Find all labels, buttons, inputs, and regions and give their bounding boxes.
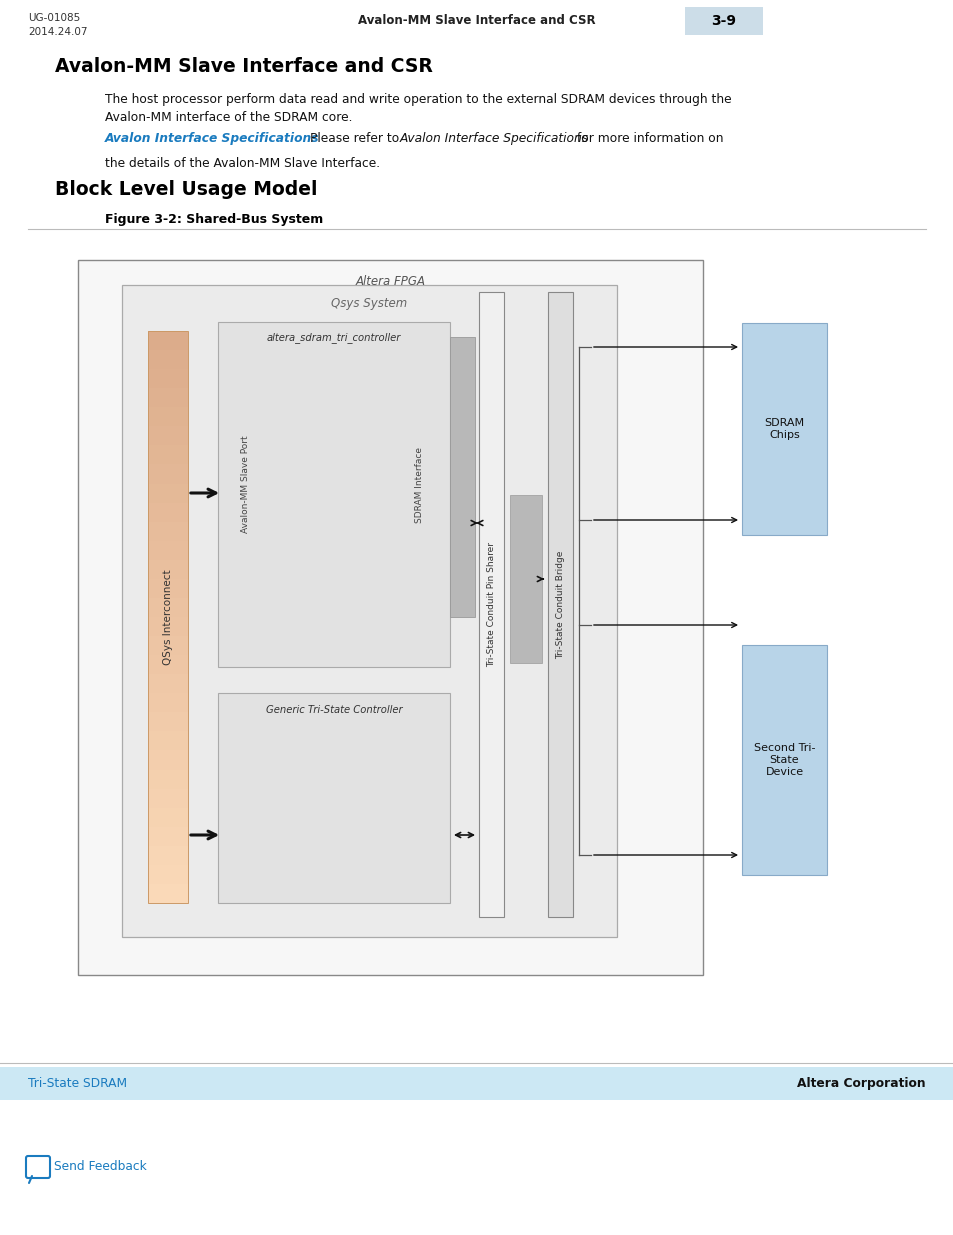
- Text: Please refer to: Please refer to: [310, 132, 402, 144]
- Text: for more information on: for more information on: [572, 132, 722, 144]
- Bar: [148, 408, 188, 426]
- FancyBboxPatch shape: [684, 7, 762, 35]
- Bar: [148, 769, 188, 789]
- Text: 3-9: 3-9: [711, 14, 736, 28]
- Text: Qsys System: Qsys System: [331, 296, 407, 310]
- FancyBboxPatch shape: [741, 645, 826, 876]
- Text: Avalon-MM Slave Interface and CSR: Avalon-MM Slave Interface and CSR: [357, 14, 596, 26]
- Bar: [148, 618, 188, 636]
- Bar: [148, 884, 188, 903]
- Text: altera_sdram_tri_controller: altera_sdram_tri_controller: [267, 332, 401, 343]
- Bar: [148, 464, 188, 484]
- Text: Second Tri-
State
Device: Second Tri- State Device: [753, 743, 815, 777]
- Bar: [148, 693, 188, 713]
- FancyBboxPatch shape: [0, 1067, 953, 1100]
- FancyBboxPatch shape: [547, 291, 573, 918]
- Text: The host processor perform data read and write operation to the external SDRAM d: The host processor perform data read and…: [105, 93, 731, 124]
- Text: Figure 3-2: Shared-Bus System: Figure 3-2: Shared-Bus System: [105, 212, 323, 226]
- Bar: [148, 369, 188, 388]
- Bar: [148, 713, 188, 731]
- FancyBboxPatch shape: [478, 291, 503, 918]
- Bar: [148, 655, 188, 674]
- Bar: [148, 446, 188, 464]
- Bar: [148, 541, 188, 559]
- Bar: [148, 350, 188, 369]
- FancyBboxPatch shape: [218, 693, 450, 903]
- Bar: [148, 864, 188, 884]
- Text: the details of the Avalon-MM Slave Interface.: the details of the Avalon-MM Slave Inter…: [105, 157, 379, 170]
- Text: Block Level Usage Model: Block Level Usage Model: [55, 180, 317, 199]
- FancyBboxPatch shape: [450, 337, 475, 618]
- FancyBboxPatch shape: [218, 322, 450, 667]
- Text: Avalon Interface Specifications: Avalon Interface Specifications: [398, 132, 588, 144]
- Bar: [148, 598, 188, 618]
- Bar: [148, 731, 188, 751]
- Bar: [148, 503, 188, 521]
- Bar: [148, 484, 188, 503]
- Text: Tri-State Conduit Pin Sharer: Tri-State Conduit Pin Sharer: [486, 542, 496, 667]
- Bar: [148, 826, 188, 846]
- Text: Altera FPGA: Altera FPGA: [355, 275, 425, 288]
- FancyBboxPatch shape: [122, 285, 617, 937]
- Bar: [148, 426, 188, 446]
- FancyBboxPatch shape: [26, 1156, 50, 1178]
- Text: Generic Tri-State Controller: Generic Tri-State Controller: [265, 705, 402, 715]
- Text: Avalon-MM Slave Interface and CSR: Avalon-MM Slave Interface and CSR: [55, 57, 433, 77]
- Bar: [148, 331, 188, 350]
- Text: SDRAM Interface: SDRAM Interface: [416, 447, 424, 522]
- Bar: [148, 388, 188, 408]
- Text: QSys Interconnect: QSys Interconnect: [163, 569, 172, 664]
- Text: Tri-State Conduit Bridge: Tri-State Conduit Bridge: [556, 551, 564, 658]
- Text: Avalon Interface Specifications: Avalon Interface Specifications: [105, 132, 319, 144]
- Bar: [148, 559, 188, 579]
- Text: SDRAM
Chips: SDRAM Chips: [763, 419, 803, 440]
- Bar: [148, 674, 188, 693]
- FancyBboxPatch shape: [78, 261, 702, 974]
- Text: UG-01085: UG-01085: [28, 14, 80, 23]
- Bar: [148, 579, 188, 598]
- Bar: [148, 789, 188, 808]
- FancyBboxPatch shape: [510, 495, 541, 663]
- Text: Altera Corporation: Altera Corporation: [797, 1077, 925, 1091]
- Text: Tri-State SDRAM: Tri-State SDRAM: [28, 1077, 127, 1091]
- Bar: [148, 808, 188, 826]
- Text: 2014.24.07: 2014.24.07: [28, 27, 88, 37]
- Text: Send Feedback: Send Feedback: [54, 1161, 147, 1173]
- Bar: [148, 846, 188, 864]
- Text: Avalon-MM Slave Port: Avalon-MM Slave Port: [241, 436, 251, 534]
- Bar: [148, 751, 188, 769]
- Bar: [148, 521, 188, 541]
- Bar: [148, 636, 188, 655]
- FancyBboxPatch shape: [741, 324, 826, 535]
